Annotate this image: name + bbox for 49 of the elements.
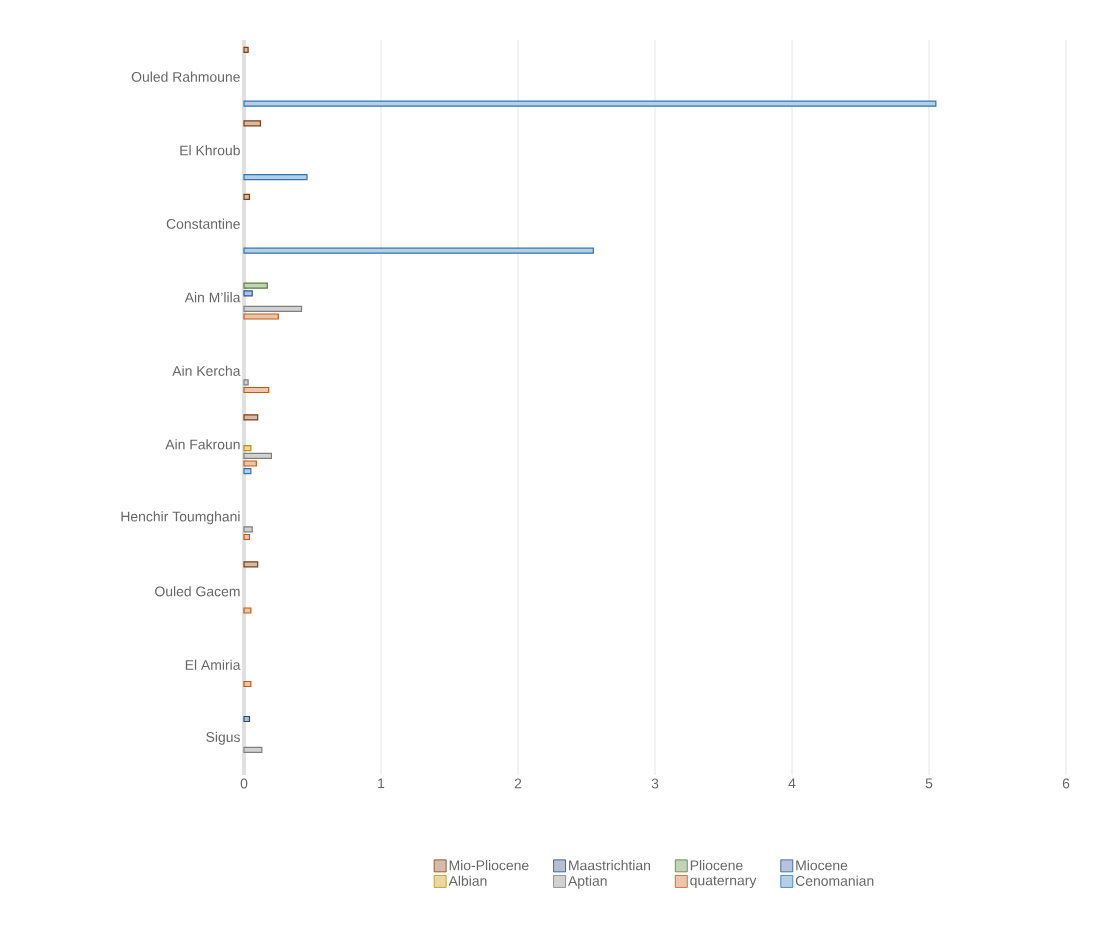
- y-tick-label: Henchir Toumghani: [121, 511, 240, 525]
- y-tick-label: Ouled Rahmoune: [131, 71, 240, 82]
- y-tick-label: El Amiria: [185, 659, 241, 670]
- x-tick-label: 1: [378, 778, 385, 789]
- bar: [243, 468, 252, 475]
- legend-label: Pliocene: [690, 860, 743, 871]
- bar: [243, 386, 270, 394]
- x-tick-label: 6: [1062, 778, 1070, 789]
- legend-label: Mio-Pliocene: [449, 860, 529, 871]
- bar: [243, 379, 249, 386]
- bar: [243, 680, 252, 688]
- bar: [243, 193, 251, 200]
- x-tick-label: 4: [788, 778, 796, 789]
- bar: [243, 305, 303, 312]
- x-tick-label: 3: [651, 778, 659, 789]
- y-tick-label: Ain Fakroun: [165, 439, 240, 450]
- bar: [243, 120, 262, 127]
- bar: [243, 247, 594, 254]
- bar: [243, 414, 259, 421]
- bar: [243, 715, 251, 723]
- x-tick-label: 2: [514, 778, 522, 789]
- legend-label: Albian: [448, 875, 487, 886]
- bar: [243, 46, 249, 53]
- x-tick-label: 0: [240, 778, 248, 789]
- legend-label: quaternary: [690, 876, 757, 889]
- legend-label: Cenomanian: [795, 875, 874, 886]
- bar: [243, 445, 252, 452]
- y-tick-label: El Khroub: [180, 145, 240, 156]
- bar: [243, 607, 252, 614]
- x-tick-label: 5: [925, 778, 933, 789]
- bar: [243, 460, 257, 467]
- bar: [243, 526, 253, 533]
- y-tick-label: Ouled Gacem: [155, 586, 240, 597]
- legend-label: Maastrichtian: [569, 860, 650, 871]
- bar: [243, 313, 279, 320]
- bar: [243, 290, 253, 297]
- bar: [243, 282, 268, 289]
- bar: [243, 561, 259, 568]
- y-tick-label: Ain Kercha: [172, 365, 241, 376]
- bar: [243, 100, 937, 107]
- y-tick-label: Ain M’lila: [184, 292, 241, 303]
- bar: [243, 174, 308, 181]
- legend-label: Aptian: [568, 875, 607, 889]
- y-tick-label: Constantine: [166, 218, 240, 229]
- bar: [243, 533, 251, 541]
- legend-label: Miocene: [796, 860, 848, 871]
- bar: [243, 746, 263, 753]
- bar: [243, 452, 272, 459]
- y-tick-label: Sigus: [206, 731, 240, 745]
